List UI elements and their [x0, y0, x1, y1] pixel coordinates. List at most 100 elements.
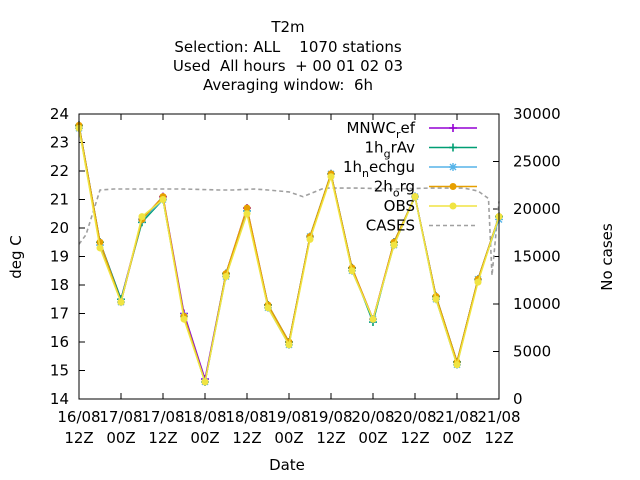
data-point [432, 295, 440, 303]
data-point [243, 210, 251, 218]
data-point [264, 304, 272, 312]
x-tick-label-hour: 12Z [64, 429, 93, 447]
data-point [243, 204, 251, 212]
data-point [96, 244, 104, 252]
legend-marker-1h_nechgu [449, 163, 457, 171]
legend-label-part: rAv [391, 139, 416, 157]
legend-label-2h_org: 2horg [374, 178, 415, 200]
y2-tick-label: 20000 [513, 200, 561, 218]
y2-tick-label: 10000 [513, 295, 561, 313]
legend-label-part: echgu [369, 158, 415, 176]
y2-tick-label: 15000 [513, 248, 561, 266]
title-line-2: Selection: ALL 1070 stations [174, 38, 402, 56]
plot-border [78, 113, 500, 400]
y2-tick-label: 0 [513, 390, 523, 408]
y-tick-label: 24 [50, 105, 69, 123]
data-point [201, 378, 209, 386]
x-tick-label-hour: 12Z [400, 429, 429, 447]
data-point [159, 196, 167, 203]
series-CASES [78, 187, 500, 276]
data-point [306, 235, 314, 243]
y2-axis-label: No cases [598, 223, 616, 291]
title-line-1: T2m [270, 18, 304, 36]
chart-title: T2m Selection: ALL 1070 stations Used Al… [173, 18, 403, 94]
x-tick-label-hour: 00Z [442, 429, 471, 447]
legend-label-part: OBS [384, 197, 415, 215]
y-tick-label: 21 [50, 191, 69, 209]
y-axis-label: deg C [7, 235, 25, 279]
legend-label-part: n [362, 167, 369, 180]
x-tick-label-hour: 00Z [106, 429, 135, 447]
x-tick-label-date: 20/08 [393, 408, 436, 426]
y-tick-label: 19 [50, 248, 69, 266]
x-tick-label-hour: 12Z [232, 429, 261, 447]
data-point [348, 267, 356, 275]
legend-label-1h_grAv: 1hgrAv [365, 139, 416, 161]
y-tick-label: 18 [50, 276, 69, 294]
x-tick-label-hour: 12Z [316, 429, 345, 447]
legend-label-part: o [393, 187, 400, 200]
series-line-CASES [78, 187, 500, 276]
legend-label-part: g [384, 148, 391, 161]
y-tick-label: 20 [50, 219, 69, 237]
legend-label-part: 1h [343, 158, 362, 176]
x-tick-label-date: 20/08 [351, 408, 394, 426]
data-point [411, 193, 419, 201]
data-point [390, 241, 398, 249]
legend-label-MNWC_ref: MNWCref [346, 119, 415, 141]
x-tick-label-date: 17/08 [141, 408, 184, 426]
data-point [474, 278, 482, 286]
series-OBS [75, 124, 503, 386]
data-point [369, 315, 377, 323]
y2-tick-label: 5000 [513, 343, 551, 361]
x-tick-label-hour: 12Z [484, 429, 513, 447]
y2-tick-label: 25000 [513, 153, 561, 171]
y-tick-label: 17 [50, 305, 69, 323]
y-tick-label: 15 [50, 362, 69, 380]
legend-marker-1h_grAv [449, 143, 457, 152]
plot-area [75, 121, 503, 386]
x-tick-label-hour: 00Z [190, 429, 219, 447]
x-tick-label-date: 21/08 [435, 408, 478, 426]
y-tick-label: 16 [50, 333, 69, 351]
legend-marker-2h_org [449, 183, 457, 190]
legend-label-CASES: CASES [366, 217, 415, 235]
x-tick-label-date: 19/08 [309, 408, 352, 426]
x-tick-label-hour: 00Z [358, 429, 387, 447]
y-tick-label: 23 [50, 134, 69, 152]
legend-label-part: 1h [365, 139, 384, 157]
legend-label-part: rg [400, 178, 415, 196]
data-point [117, 298, 125, 306]
data-point [453, 361, 461, 369]
data-point [138, 213, 146, 221]
legend-label-part: r [396, 128, 401, 141]
y2-tick-label: 30000 [513, 105, 561, 123]
y-tick-label: 22 [50, 162, 69, 180]
data-point [222, 272, 230, 280]
legend-marker-MNWC_ref [449, 124, 457, 132]
x-tick-label-hour: 12Z [148, 429, 177, 447]
legend-label-part: 2h [374, 178, 393, 196]
x-tick-label-date: 17/08 [99, 408, 142, 426]
x-axis-label: Date [269, 456, 305, 474]
legend-label-OBS: OBS [384, 197, 415, 215]
x-tick-label-date: 18/08 [183, 408, 226, 426]
data-point [285, 341, 293, 349]
legend-label-part: ef [400, 119, 415, 137]
legend-label-1h_nechgu: 1hnechgu [343, 158, 415, 180]
legend-marker-OBS [449, 202, 457, 210]
x-tick-label-date: 18/08 [225, 408, 268, 426]
x-tick-label-date: 19/08 [267, 408, 310, 426]
legend-label-part: CASES [366, 217, 415, 235]
title-line-3: Used All hours + 00 01 02 03 [173, 57, 403, 75]
x-tick-label-date: 16/08 [57, 408, 100, 426]
x-tick-label-hour: 00Z [274, 429, 303, 447]
data-point [327, 173, 335, 181]
legend-label-part: MNWC [346, 119, 395, 137]
y-tick-label: 14 [50, 390, 69, 408]
axes: 14 15 16 17 18 19 20 21 22 23 24 0 5000 10000 15000 200… [50, 105, 561, 447]
x-tick-label-date: 21/08 [477, 408, 520, 426]
